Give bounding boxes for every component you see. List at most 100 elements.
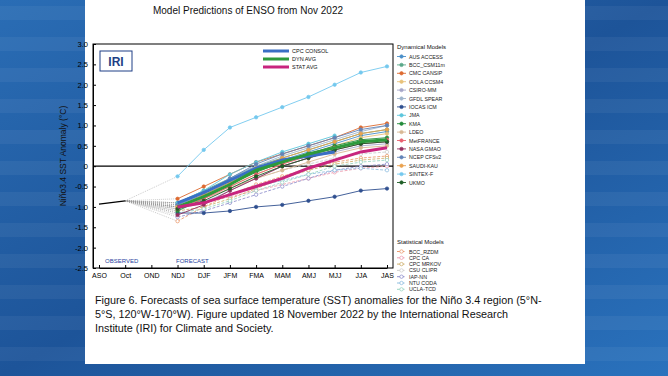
series-point — [254, 162, 257, 165]
x-tick: FMA — [249, 265, 264, 279]
y-tick-label: -0.5 — [75, 182, 88, 191]
x-tick: ASO — [92, 265, 107, 279]
series-point — [307, 173, 310, 176]
series-point — [385, 128, 388, 131]
series-line — [178, 152, 335, 203]
connector — [125, 201, 177, 203]
legend-label: LDEO — [409, 129, 423, 135]
series-point — [307, 148, 310, 151]
connector — [125, 201, 177, 205]
series-point — [385, 169, 388, 172]
legend-label: NASA GMAO — [409, 146, 441, 152]
observed-label: OBSERVED — [105, 258, 139, 264]
connector — [125, 201, 177, 209]
series-point — [281, 152, 284, 155]
legend-label: STAT AVG — [292, 64, 318, 70]
legend-marker — [400, 275, 403, 278]
y-tick-label: -2.0 — [75, 244, 88, 253]
series-point — [254, 205, 257, 208]
series-point — [333, 195, 336, 198]
legend-swatch — [263, 66, 289, 69]
y-tick-label: 0.5 — [78, 142, 88, 151]
legend-marker — [400, 139, 403, 142]
series-point — [385, 128, 388, 131]
legend-label: KMA — [409, 121, 421, 127]
series-point — [281, 169, 284, 172]
series-point — [307, 177, 310, 180]
legend-label: CPC MRKOV — [409, 261, 442, 267]
legend-marker — [400, 122, 403, 125]
legend-label: CPC CONSOL — [292, 48, 328, 54]
legend-label: CSIRO-MM — [409, 87, 436, 93]
x-tick: JJA — [355, 265, 367, 279]
legend-marker — [400, 147, 403, 150]
series-point — [202, 148, 205, 151]
x-tick-label: MAM — [275, 272, 292, 279]
series-line — [178, 138, 387, 211]
x-tick-label: OND — [144, 272, 160, 279]
legend-marker — [400, 130, 403, 133]
series-point — [307, 144, 310, 147]
series-point — [254, 193, 257, 196]
series-point — [359, 128, 362, 131]
connector — [125, 201, 177, 207]
chart-title: Model Predictions of ENSO from Nov 2022 — [153, 5, 344, 16]
x-tick-label: ASO — [92, 272, 107, 279]
legend-label: UKMO — [409, 180, 425, 186]
series-point — [176, 197, 179, 200]
legend-marker — [400, 181, 403, 184]
series-point — [228, 173, 231, 176]
connector — [125, 201, 177, 213]
logo: IRI — [108, 55, 123, 69]
series-point — [281, 164, 284, 167]
legend-marker — [400, 288, 403, 291]
background — [0, 0, 668, 376]
series-line — [178, 144, 387, 209]
y-tick-label: 2.5 — [78, 60, 88, 69]
caption-line: Institute (IRI) for Climate and Society. — [95, 322, 274, 334]
y-tick-label: 1.5 — [78, 101, 88, 110]
series-point — [333, 136, 336, 139]
legend-label: CMC CANSIP — [409, 70, 443, 76]
series-point — [176, 219, 179, 222]
series-point — [202, 211, 205, 214]
series-line — [178, 146, 387, 207]
series-line — [178, 130, 387, 207]
connector — [125, 201, 177, 207]
connector — [125, 201, 177, 209]
x-tick-label: MJJ — [329, 272, 342, 279]
series-point — [176, 175, 179, 178]
series-point — [281, 185, 284, 188]
series-point — [281, 105, 284, 108]
series-point — [228, 199, 231, 202]
series-point — [307, 144, 310, 147]
x-tick: NDJ — [171, 265, 185, 279]
logo-box — [100, 51, 132, 71]
series-point — [202, 207, 205, 210]
connector — [125, 201, 177, 207]
y-tick-label: -2.5 — [75, 264, 88, 273]
series-point — [307, 177, 310, 180]
legend-label: COLA CCSM4 — [409, 79, 443, 85]
legend-label: BCC_RZDM — [409, 249, 438, 255]
series-point — [333, 169, 336, 172]
series-point — [359, 132, 362, 135]
series-point — [281, 152, 284, 155]
series-point — [281, 169, 284, 172]
series-point — [333, 140, 336, 143]
legend-marker — [400, 72, 403, 75]
plot-area — [99, 65, 389, 223]
y-axis-title: Niño3.4 SST Anomaly (°C) — [58, 106, 68, 207]
legend-marker — [400, 88, 403, 91]
x-tick: MAM — [275, 265, 292, 279]
series-point — [307, 95, 310, 98]
series-point — [228, 173, 231, 176]
legend-label: SAUDI-KAU — [409, 163, 438, 169]
x-tick: DJF — [198, 265, 211, 279]
legend-marker — [400, 172, 403, 175]
x-axis: ASOOctONDNDJDJFJFMFMAMAMAMJMJJJJAJAS — [92, 265, 394, 279]
legend-marker — [400, 63, 403, 66]
x-tick-label: FMA — [249, 272, 264, 279]
series-point — [333, 83, 336, 86]
y-tick-label: 0 — [84, 162, 88, 171]
